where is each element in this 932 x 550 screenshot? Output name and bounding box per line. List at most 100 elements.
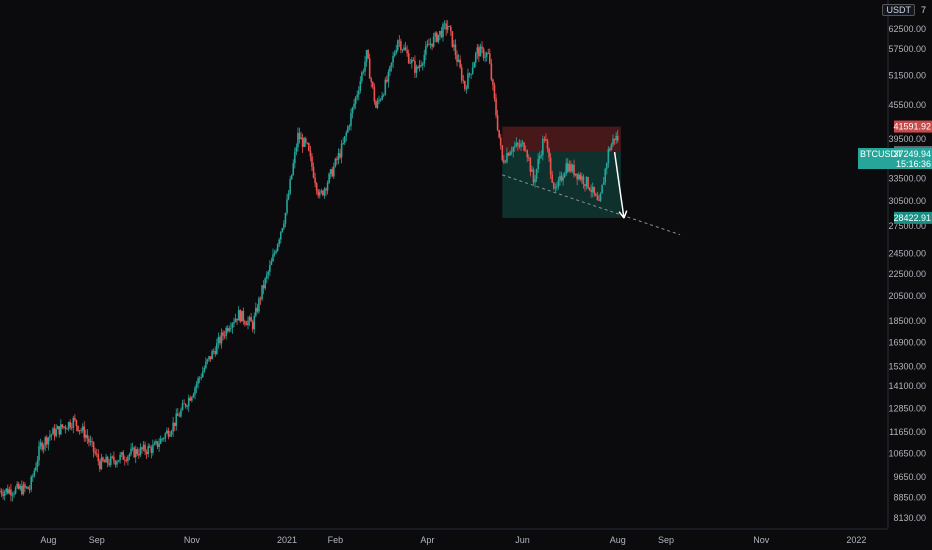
candle-body xyxy=(415,66,418,73)
candle-body xyxy=(3,491,6,496)
candle-body xyxy=(549,157,552,175)
time-tick-label: Sep xyxy=(89,535,105,545)
candle-body xyxy=(53,428,56,437)
candle-body xyxy=(407,53,410,64)
candle-body xyxy=(354,97,357,104)
candle-body xyxy=(125,460,128,462)
candle-body xyxy=(446,25,449,30)
candle-body xyxy=(120,452,123,455)
time-tick-label: Nov xyxy=(753,535,770,545)
candle-body xyxy=(233,322,235,324)
candle-body xyxy=(200,377,203,378)
candle-body xyxy=(504,161,507,163)
price-tick-label: 62500.00 xyxy=(888,24,926,34)
candle-body xyxy=(273,252,276,255)
candle-body xyxy=(99,461,101,470)
candle-body xyxy=(499,137,502,146)
price-tick-label: 20500.00 xyxy=(888,291,926,301)
candle-body xyxy=(195,384,198,388)
candle-body xyxy=(189,397,192,401)
candle-body xyxy=(21,485,23,495)
candle-body xyxy=(386,79,388,82)
candle-body xyxy=(0,491,1,492)
candle-body xyxy=(565,163,568,174)
candle-body xyxy=(612,138,614,145)
candle-body xyxy=(205,361,207,369)
down-arrow-head-right xyxy=(623,210,628,219)
candle-body xyxy=(429,43,432,45)
last-price-symbol: BTCUSDT xyxy=(860,149,903,159)
candle-body xyxy=(382,94,385,96)
candle-body xyxy=(258,298,260,312)
candle-body xyxy=(389,66,391,72)
candle-body xyxy=(604,168,607,183)
candle-body xyxy=(532,169,535,183)
candle-body xyxy=(417,66,419,68)
candle-body xyxy=(353,103,355,108)
candle-body xyxy=(615,135,617,140)
candle-body xyxy=(113,456,115,462)
candle-body xyxy=(16,483,18,488)
candle-body xyxy=(309,150,312,157)
candle-body xyxy=(396,40,399,51)
candle-body xyxy=(540,154,543,156)
candle-body xyxy=(8,489,11,494)
candle-body xyxy=(77,425,79,432)
candle-body xyxy=(256,307,259,312)
take-profit-zone xyxy=(502,152,621,218)
candle-body xyxy=(470,73,472,75)
candle-body xyxy=(487,53,490,54)
candle-body xyxy=(315,183,318,191)
candle-body xyxy=(378,99,380,101)
candle-body xyxy=(476,47,479,54)
price-tick-label: 12850.00 xyxy=(888,403,926,413)
candle-body xyxy=(588,187,591,190)
candle-body xyxy=(428,44,430,46)
candle-body xyxy=(439,30,441,35)
candle-body xyxy=(367,50,369,59)
candle-body xyxy=(152,445,154,453)
candle-body xyxy=(250,317,252,322)
candle-body xyxy=(198,377,201,379)
candle-body xyxy=(297,132,299,148)
candle-body xyxy=(122,452,125,460)
candle-body xyxy=(404,47,407,51)
candle-body xyxy=(58,426,61,435)
candle-body xyxy=(78,430,81,432)
candle-body xyxy=(28,489,31,490)
candle-body xyxy=(351,107,354,114)
candle-body xyxy=(342,142,344,144)
candle-body xyxy=(111,456,114,458)
candle-body xyxy=(138,454,140,456)
candle-body xyxy=(304,138,307,143)
time-tick-label: Aug xyxy=(610,535,626,545)
candle-body xyxy=(197,378,199,385)
candle-body xyxy=(158,443,160,447)
candle-body xyxy=(368,58,371,79)
candle-body xyxy=(478,47,480,57)
time-tick-label: Sep xyxy=(658,535,674,545)
time-tick-label: 2021 xyxy=(277,535,297,545)
candle-body xyxy=(290,174,293,180)
candle-body xyxy=(159,438,162,444)
candle-body xyxy=(148,446,151,448)
candle-body xyxy=(556,186,558,188)
candle-body xyxy=(116,461,118,465)
candle-body xyxy=(44,437,47,446)
candle-body xyxy=(106,456,109,464)
candle-body xyxy=(42,445,45,450)
candle-body xyxy=(66,428,68,430)
candle-body xyxy=(535,169,538,180)
last-price-countdown: 15:16:36 xyxy=(896,159,931,169)
candle-body xyxy=(448,25,451,27)
candle-body xyxy=(173,422,176,427)
candle-body xyxy=(83,426,86,438)
price-tag-label: 28422.91 xyxy=(893,213,931,223)
candle-body xyxy=(283,223,285,229)
candle-body xyxy=(194,387,196,395)
candle-body xyxy=(498,129,500,138)
candle-body xyxy=(230,327,232,329)
candle-body xyxy=(468,73,471,75)
currency-badge[interactable]: USDT xyxy=(882,4,915,16)
